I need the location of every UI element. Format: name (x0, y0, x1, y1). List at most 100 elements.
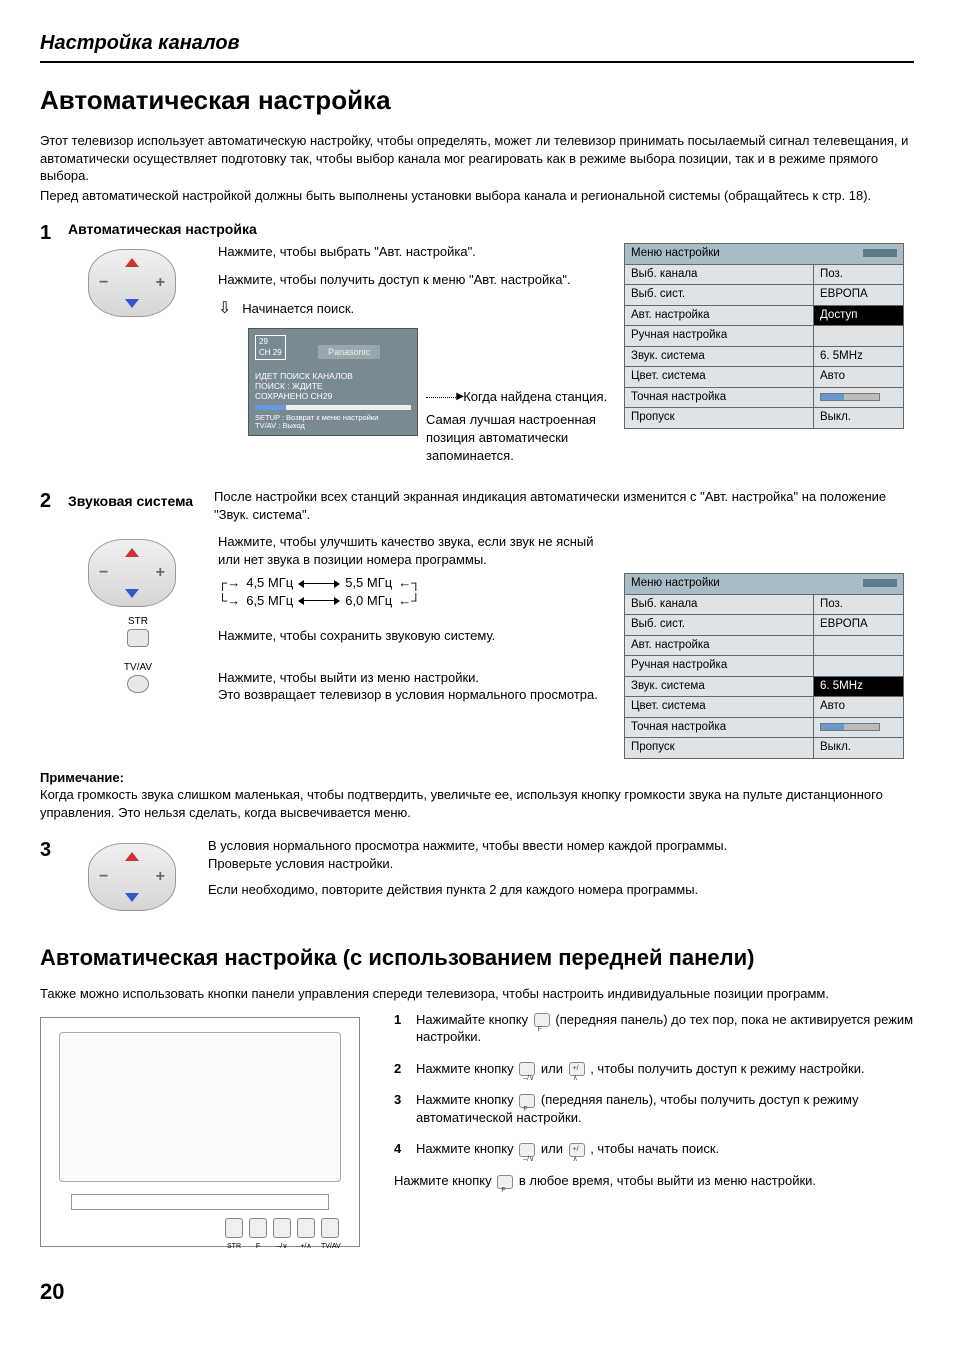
tv-footer-tvav: TV/AV : Выход (255, 422, 411, 431)
menu-row-label: Звук. система (625, 676, 814, 697)
remote-nav-button-2: − + (88, 539, 176, 607)
menu-row: Выб. сист.ЕВРОПА (625, 285, 904, 306)
menu-row-label: Авт. настройка (625, 635, 814, 656)
menu-row-value: Авто (814, 367, 904, 388)
menu-row-label: Цвет. система (625, 367, 814, 388)
step1-line3: Начинается поиск. (242, 301, 354, 316)
fine-tune-slider (820, 393, 880, 401)
freq-60: 6,0 МГц (345, 592, 392, 610)
panel-step: 2Нажмите кнопку –/∨ или +/∧ , чтобы полу… (394, 1060, 914, 1078)
menu-row-label: Выб. канала (625, 264, 814, 285)
menu-row-label: Выб. канала (625, 594, 814, 615)
step2-line1: После настройки всех станций экранная ин… (214, 488, 914, 523)
menu-row-value: Доступ (814, 305, 904, 326)
panel-step-num: 4 (394, 1140, 416, 1158)
fb-label-4: TV/AV (321, 1242, 339, 1251)
panel-step-num: 2 (394, 1060, 416, 1078)
step1-line2: Нажмите, чтобы получить доступ к меню "А… (218, 271, 614, 289)
menu-row: Звук. система6. 5MHz (625, 346, 904, 367)
ch-indicator: 29 CH 29 (255, 335, 286, 361)
step1-line1: Нажмите, чтобы выбрать "Авт. настройка". (218, 243, 614, 261)
menu-row-label: Цвет. система (625, 697, 814, 718)
btn-icon: +/∧ (569, 1062, 585, 1076)
fb-label-2: –/∨ (273, 1242, 291, 1251)
page-title-autotune: Автоматическая настройка (40, 83, 914, 118)
down-arrow-icon: ⇩ (218, 300, 231, 317)
tv-front-illustration: STR F –/∨ +/∧ TV/AV (40, 1017, 360, 1247)
menu-row-label: Пропуск (625, 408, 814, 429)
tvav-button (127, 675, 149, 693)
page-title-front-panel: Автоматическая настройка (с использовани… (40, 943, 914, 973)
front-btn-str (225, 1218, 243, 1238)
menu-row-value (814, 326, 904, 347)
menu-row-value (814, 656, 904, 677)
step-1: 1 Автоматическая настройка − + Нажмите, … (40, 220, 914, 474)
menu-row: Выб. каналаПоз. (625, 264, 904, 285)
front-btn-down (273, 1218, 291, 1238)
menu-row-value (814, 635, 904, 656)
btn-icon: F (519, 1094, 535, 1108)
search-progress-bar (255, 405, 411, 410)
step-2-label: Звуковая система (68, 488, 208, 511)
panel-step: 3Нажмите кнопку F (передняя панель), что… (394, 1091, 914, 1126)
settings-menu-1: Меню настройки Выб. каналаПоз.Выб. сист.… (624, 243, 904, 429)
step-1-number: 1 (40, 220, 68, 247)
btn-icon: F (534, 1013, 550, 1027)
minus-icon: − (99, 272, 108, 294)
brand-label: Panasonic (318, 345, 380, 359)
menu-row: Выб. сист.ЕВРОПА (625, 615, 904, 636)
dotted-arrow-icon (426, 397, 456, 398)
tvav-text2: Это возвращает телевизор в условия норма… (218, 686, 614, 704)
remote-nav-button-3: − + (88, 843, 176, 911)
step3-line2: Проверьте условия настройки. (208, 855, 914, 873)
step-3-number: 3 (40, 837, 68, 864)
menu-row-value: Поз. (814, 594, 904, 615)
menu-row: ПропускВыкл. (625, 738, 904, 759)
front-btn-up (297, 1218, 315, 1238)
step-2-number: 2 (40, 488, 68, 515)
menu-row-label: Выб. сист. (625, 285, 814, 306)
menu-row-value: Выкл. (814, 408, 904, 429)
panel-step-text: Нажмите кнопку F (передняя панель), чтоб… (416, 1091, 914, 1126)
step-1-label: Автоматическая настройка (68, 220, 914, 239)
str-text: Нажмите, чтобы сохранить звуковую систем… (218, 627, 614, 645)
freq-diagram: ┌→ 4,5 МГц 5,5 МГц ←┐ └→ 6,5 МГц 6,0 МГц… (218, 574, 614, 609)
menu-row: Выб. каналаПоз. (625, 594, 904, 615)
panel-step-text: Нажмите кнопку –/∨ или +/∧ , чтобы начат… (416, 1140, 914, 1158)
fb-label-1: F (249, 1242, 267, 1251)
menu-row: Авт. настройка (625, 635, 904, 656)
menu-row-label: Выб. сист. (625, 615, 814, 636)
tv-search-screen: 29 CH 29 Panasonic ИДЕТ ПОИСК КАНАЛОВ ПО… (248, 328, 418, 436)
note-title: Примечание: (40, 769, 914, 787)
menu-row-label: Точная настройка (625, 387, 814, 408)
step3-line1: В условия нормального просмотра нажмите,… (208, 837, 914, 855)
btn-icon: +/∧ (569, 1143, 585, 1157)
minus-icon-2: − (99, 562, 108, 584)
note-text: Когда громкость звука слишком маленькая,… (40, 786, 914, 821)
fine-tune-slider (820, 723, 880, 731)
minus-icon-3: − (99, 867, 108, 889)
menu-row-label: Ручная настройка (625, 326, 814, 347)
menu-row-label: Точная настройка (625, 717, 814, 738)
settings-menu-2: Меню настройки Выб. каналаПоз.Выб. сист.… (624, 573, 904, 759)
fb-label-0: STR (225, 1242, 243, 1251)
front-btn-tvav (321, 1218, 339, 1238)
panel-step-text: Нажимайте кнопку F (передняя панель) до … (416, 1011, 914, 1046)
menu-row: Ручная настройка (625, 326, 904, 347)
menu1-title: Меню настройки (625, 244, 904, 265)
menu-row: Ручная настройка (625, 656, 904, 677)
menu-row-label: Звук. система (625, 346, 814, 367)
menu2-title: Меню настройки (625, 574, 904, 595)
menu-row-label: Авт. настройка (625, 305, 814, 326)
menu-row-value: ЕВРОПА (814, 615, 904, 636)
tvav-label: TV/AV (68, 661, 208, 675)
step3-line3: Если необходимо, повторите действия пунк… (208, 881, 914, 899)
menu-row: Авт. настройкаДоступ (625, 305, 904, 326)
panel-exit-pre: Нажмите кнопку (394, 1173, 495, 1188)
menu-row-value: Авто (814, 697, 904, 718)
tvav-text1: Нажмите, чтобы выйти из меню настройки. (218, 669, 614, 687)
note-block: Примечание: Когда громкость звука слишко… (40, 769, 914, 822)
search-status-3: СОХРАНЕНО CH29 (255, 392, 411, 402)
str-button (127, 629, 149, 647)
front-btn-f (249, 1218, 267, 1238)
